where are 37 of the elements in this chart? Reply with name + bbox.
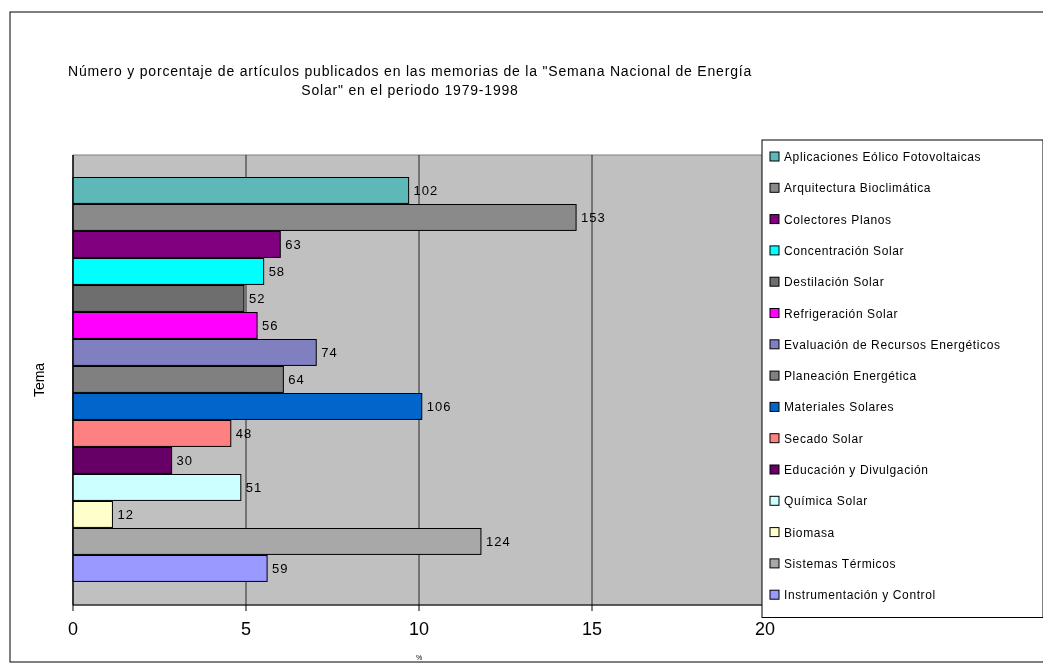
x-tick-label: 15 xyxy=(581,619,603,639)
annotation: 48 xyxy=(235,425,253,441)
annotation: 102 xyxy=(413,182,439,198)
chart-title: Número y porcentaje de artículos publicados en las memorias de la "Semana Nacional de Energía Solar" en el periodo 1979-1998 xyxy=(67,63,753,98)
x-tick-label: 20 xyxy=(754,619,776,639)
annotation: 63 xyxy=(285,236,302,252)
legend-label: Colectores Planos xyxy=(784,212,892,227)
annotation: 30 xyxy=(176,452,194,468)
legend-label: Destilación Solar xyxy=(784,275,885,290)
annotation: 58 xyxy=(268,263,286,279)
legend-label: Biomasa xyxy=(784,525,835,540)
legend-label: Secado Solar xyxy=(784,431,864,446)
legend-label: Sistemas Térmicos xyxy=(784,556,897,571)
annotation: 74 xyxy=(321,344,338,360)
legend-label: Materiales Solares xyxy=(784,400,895,415)
annotation: 59 xyxy=(272,560,289,576)
annotation: 153 xyxy=(581,209,606,225)
legend-label: Concentración Solar xyxy=(784,243,905,258)
legend-label: Evaluación de Recursos Energéticos xyxy=(784,337,1001,352)
legend-label: Arquitectura Bioclimática xyxy=(784,181,932,196)
annotation: 64 xyxy=(288,371,305,387)
x-tick-label: 10 xyxy=(408,619,430,639)
legend-label: Educación y Divulgación xyxy=(784,463,929,477)
legend-label: Aplicaciones Eólico Fotovoltaicas xyxy=(784,150,982,164)
y-axis-title: Tema xyxy=(31,362,47,398)
annotation: 52 xyxy=(248,290,266,306)
annotation: 124 xyxy=(485,533,511,549)
legend-label: Refrigeración Solar xyxy=(784,306,899,321)
legend-label: Instrumentación y Control xyxy=(784,588,936,603)
annotation: 56 xyxy=(262,317,279,333)
x-tick-label: 5 xyxy=(240,619,252,639)
annotation: 12 xyxy=(117,506,134,522)
legend-label: Química Solar xyxy=(784,494,868,509)
legend-label: Planeación Energética xyxy=(784,369,917,384)
x-tick-label: 0 xyxy=(67,619,79,639)
annotation: 51 xyxy=(245,479,263,495)
annotation: 106 xyxy=(426,398,452,414)
